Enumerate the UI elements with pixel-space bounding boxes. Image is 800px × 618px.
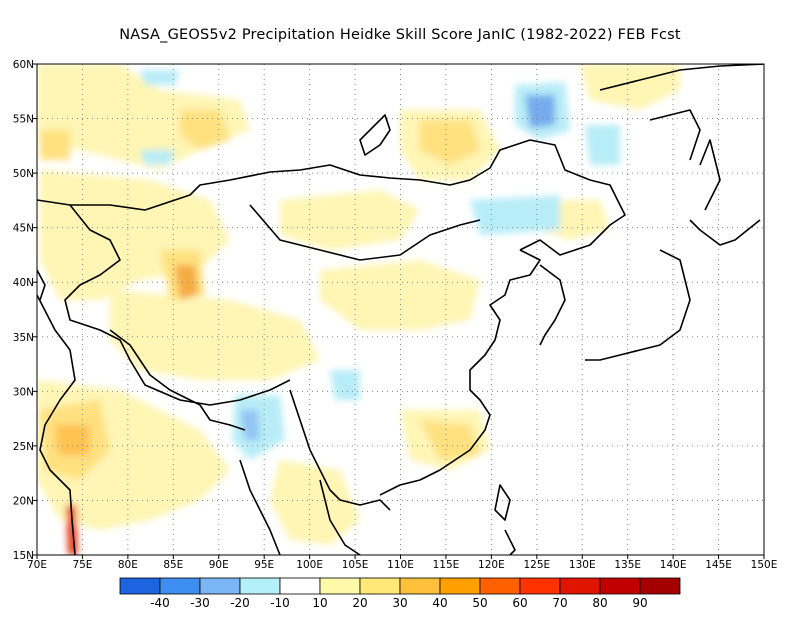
negative-skill-region [585, 125, 620, 165]
colorbar-swatch [199, 577, 241, 595]
negative-skill-region [140, 150, 175, 165]
y-tick-label: 45N [13, 223, 34, 235]
positive-skill-region [110, 290, 320, 380]
y-tick-label: 55N [13, 114, 34, 126]
x-tick-label: 75E [72, 559, 92, 571]
x-tick-label: 125E [523, 559, 550, 571]
colorbar-swatch [559, 577, 601, 595]
positive-skill-core [55, 425, 90, 455]
x-tick-label: 95E [254, 559, 274, 571]
skill-field [37, 64, 680, 555]
positive-skill-region [420, 420, 480, 460]
x-tick-label: 70E [27, 559, 47, 571]
y-tick-label: 60N [13, 59, 34, 71]
colorbar-swatch [239, 577, 281, 595]
x-tick-label: 120E [478, 559, 505, 571]
colorbar-label: 30 [392, 596, 407, 610]
y-tick-label: 25N [13, 441, 34, 453]
colorbar-swatch [359, 577, 401, 595]
x-tick-label: 145E [705, 559, 732, 571]
page-title: NASA_GEOS5v2 Precipitation Heidke Skill … [119, 27, 681, 43]
colorbar-label: 80 [592, 596, 607, 610]
high-skill-strip [66, 505, 78, 555]
colorbar-label: -10 [270, 596, 290, 610]
colorbar-swatch [319, 577, 361, 595]
colorbar: -40 -30 -20 -10 10 20 30 40 50 60 70 80 90 [119, 577, 681, 610]
y-axis: 15N 20N 25N 30N 35N 40N 45N 50N 55N 60N [13, 59, 37, 562]
positive-skill-region [420, 120, 480, 165]
positive-skill-region [280, 190, 420, 250]
x-tick-label: 135E [614, 559, 641, 571]
positive-skill-core [175, 265, 198, 300]
colorbar-swatch [479, 577, 521, 595]
x-tick-label: 90E [209, 559, 229, 571]
negative-skill-region [330, 370, 360, 400]
positive-skill-region [180, 110, 230, 150]
colorbar-label: 70 [552, 596, 567, 610]
negative-skill-core [240, 410, 260, 440]
colorbar-label: 90 [632, 596, 647, 610]
colorbar-label: 20 [352, 596, 367, 610]
positive-skill-region [40, 130, 70, 160]
y-tick-label: 30N [13, 386, 34, 398]
x-tick-label: 150E [751, 559, 778, 571]
colorbar-label: 50 [472, 596, 487, 610]
colorbar-label: -20 [230, 596, 250, 610]
colorbar-swatch [279, 577, 321, 595]
colorbar-swatch [399, 577, 441, 595]
x-tick-label: 100E [296, 559, 323, 571]
positive-skill-region [270, 460, 360, 545]
x-tick-label: 140E [660, 559, 687, 571]
y-tick-label: 20N [13, 495, 34, 507]
x-tick-label: 105E [342, 559, 369, 571]
y-tick-label: 35N [13, 332, 34, 344]
colorbar-label: -40 [150, 596, 170, 610]
colorbar-label: 10 [312, 596, 327, 610]
y-tick-label: 50N [13, 168, 34, 180]
x-tick-label: 110E [387, 559, 414, 571]
negative-skill-region [140, 70, 180, 85]
x-tick-label: 85E [163, 559, 183, 571]
colorbar-swatch [519, 577, 561, 595]
x-tick-label: 80E [118, 559, 138, 571]
colorbar-label: 60 [512, 596, 527, 610]
x-axis: 70E 75E 80E 85E 90E 95E 100E 105E 110E 115E 120E 12… [27, 555, 777, 571]
colorbar-label: 40 [432, 596, 447, 610]
graticule [37, 64, 764, 555]
x-tick-label: 130E [569, 559, 596, 571]
negative-skill-region [470, 195, 560, 235]
colorbar-label: -30 [190, 596, 210, 610]
y-tick-label: 15N [13, 550, 34, 562]
negative-skill-core [525, 95, 555, 128]
y-tick-label: 40N [13, 277, 34, 289]
colorbar-swatch [159, 577, 201, 595]
colorbar-swatch [439, 577, 481, 595]
colorbar-swatch [119, 577, 161, 595]
colorbar-swatch [599, 577, 641, 595]
colorbar-swatch [639, 577, 681, 595]
coastline-and-borders [37, 64, 764, 555]
x-tick-label: 115E [433, 559, 460, 571]
